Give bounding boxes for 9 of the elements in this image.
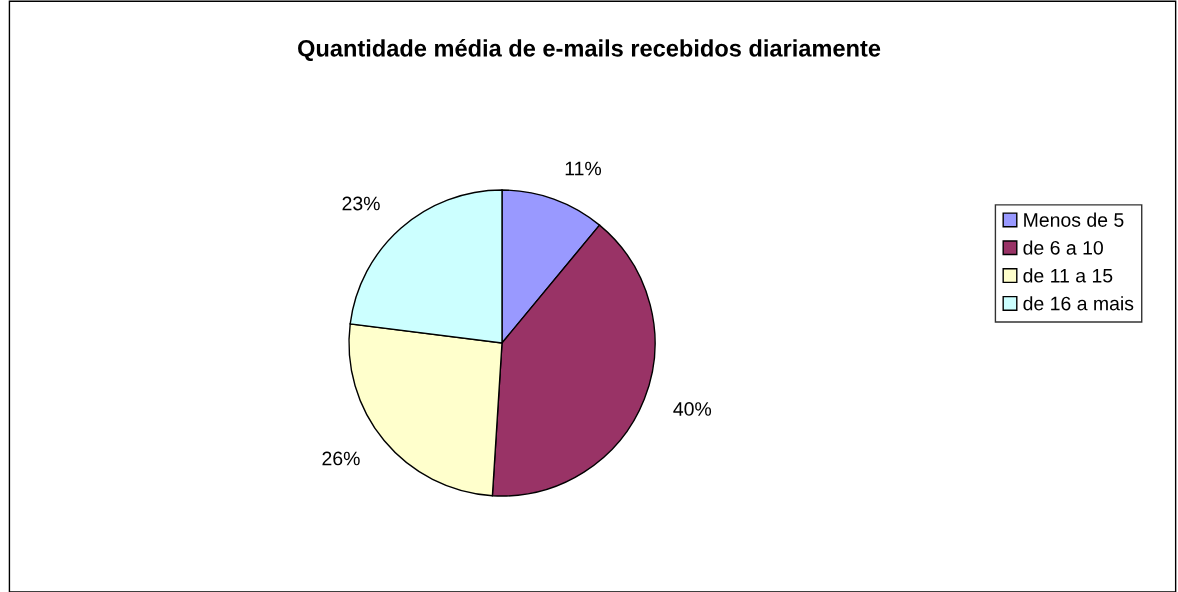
legend-label: de 11 a 15	[1023, 268, 1113, 283]
legend-label: de 16 a mais	[1023, 296, 1134, 311]
data-label: 26%	[322, 451, 360, 466]
chart-title: Quantidade média de e-mails recebidos diariamente	[298, 39, 881, 62]
legend-label: de 6 a 10	[1023, 240, 1103, 255]
legend-label: Menos de 5	[1024, 212, 1124, 227]
data-label: 23%	[342, 196, 380, 211]
data-label: 40%	[673, 402, 712, 416]
data-label: 11%	[565, 161, 602, 176]
